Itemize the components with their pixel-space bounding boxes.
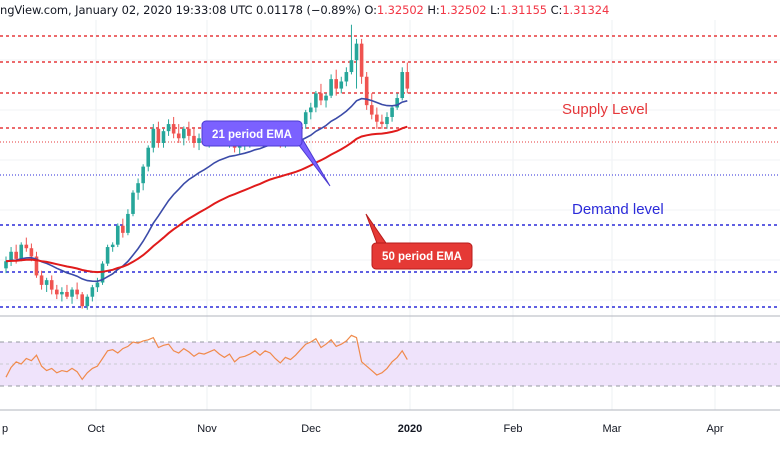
header-open: 1.32502	[376, 3, 424, 17]
candle-body-63	[324, 95, 328, 101]
ema-lines	[5, 97, 408, 283]
candle-body-62	[319, 93, 323, 101]
candle-body-14	[75, 289, 79, 295]
candle-body-12	[65, 291, 69, 297]
ema21-line	[5, 97, 408, 283]
candle-body-72	[369, 105, 374, 115]
header-high-label: H:	[427, 3, 440, 17]
candle-body-78	[400, 72, 405, 99]
candle-body-19	[100, 263, 105, 283]
candle-body-21	[110, 244, 115, 248]
candle-body-70	[359, 43, 364, 77]
ema21-callout-label: 21 period EMA	[212, 129, 292, 141]
candle-body-2	[14, 251, 18, 259]
candle-body-24	[126, 213, 130, 233]
x-tick-2020: 2020	[398, 423, 422, 435]
candle-body-23	[121, 225, 125, 233]
candle-body-71	[364, 76, 369, 106]
header-open-label: O:	[364, 3, 377, 17]
candle-body-77	[395, 98, 399, 108]
candle-body-59	[303, 112, 308, 125]
candle-body-1	[9, 251, 13, 262]
chart-header: ngView.com, January 02, 2020 19:33:08 UT…	[0, 3, 609, 17]
candle-body-34	[176, 133, 181, 139]
candle-body-38	[197, 138, 201, 143]
x-tick-oct: Oct	[87, 423, 104, 435]
candle-body-60	[309, 107, 313, 113]
header-close-label: C:	[550, 3, 563, 17]
candle-body-66	[339, 81, 344, 89]
candle-body-0	[4, 261, 8, 269]
demand-level-label: Demand level	[572, 201, 664, 218]
candle-body-11	[60, 291, 64, 295]
candle-body-37	[192, 135, 196, 143]
candle-body-9	[49, 280, 54, 290]
grid	[0, 20, 780, 411]
candle-body-31	[161, 131, 166, 143]
candle-body-8	[44, 280, 49, 285]
x-axis: p Oct Nov Dec 2020 Feb Mar Apr	[2, 423, 724, 435]
candle-body-73	[375, 114, 379, 122]
candle-body-10	[55, 289, 59, 295]
candle-body-28	[146, 147, 151, 167]
x-tick-nov: Nov	[197, 423, 217, 435]
header-change: 0.01178 (−0.89%)	[256, 3, 361, 17]
candle-body-67	[344, 72, 349, 82]
ema50-callout-pointer	[365, 213, 389, 247]
header-high: 1.32502	[439, 3, 487, 17]
candle-body-29	[151, 128, 156, 148]
header-low: 1.31155	[500, 3, 548, 17]
candle-body-26	[136, 183, 140, 193]
candle-body-75	[385, 116, 389, 125]
ema21-callout-pointer	[293, 139, 331, 187]
header-close: 1.31324	[562, 3, 610, 17]
candle-body-79	[405, 72, 410, 89]
ema50-callout-label: 50 period EMA	[382, 251, 462, 263]
candle-body-69	[354, 43, 359, 61]
ema50-line	[5, 125, 408, 274]
candle-body-15	[80, 294, 84, 307]
candle-body-74	[380, 121, 384, 125]
candle-body-33	[171, 124, 176, 134]
candle-body-32	[166, 124, 171, 132]
candle-body-25	[131, 192, 135, 214]
candle-body-68	[349, 60, 354, 73]
x-tick-apr: Apr	[706, 423, 723, 435]
candle-body-13	[70, 289, 74, 297]
candle-body-5	[29, 248, 34, 257]
candle-body-35	[182, 128, 186, 139]
header-low-label: L:	[490, 3, 501, 17]
candle-body-30	[156, 128, 161, 143]
ema50-callout-box	[371, 242, 473, 270]
x-tick-p: p	[2, 423, 8, 435]
candle-body-4	[24, 244, 29, 249]
candle-body-18	[95, 282, 100, 288]
annotations: Supply Level Demand level 21 period EMA 50 …	[201, 101, 664, 270]
supply-level-label: Supply Level	[562, 101, 648, 118]
ema21-callout-box	[201, 120, 303, 147]
candle-body-17	[90, 287, 95, 297]
x-tick-feb: Feb	[504, 423, 523, 435]
candle-body-76	[390, 107, 394, 117]
candle-body-6	[34, 256, 39, 276]
candle-body-7	[39, 275, 44, 285]
x-tick-mar: Mar	[603, 423, 622, 435]
candle-body-27	[141, 166, 145, 184]
candle-body-22	[115, 225, 120, 245]
x-tick-dec: Dec	[301, 423, 321, 435]
candle-body-36	[187, 128, 191, 136]
candle-body-3	[19, 244, 24, 259]
candle-body-20	[105, 247, 110, 264]
price-levels	[0, 35, 780, 308]
rsi-line	[5, 334, 408, 381]
candle-body-16	[85, 296, 90, 307]
candle-body-61	[314, 93, 318, 108]
candle-body-65	[334, 79, 338, 89]
rsi-pane	[0, 334, 780, 387]
candle-body-64	[329, 79, 333, 96]
header-source: ngView.com, January 02, 2020 19:33:08 UT…	[0, 3, 253, 17]
